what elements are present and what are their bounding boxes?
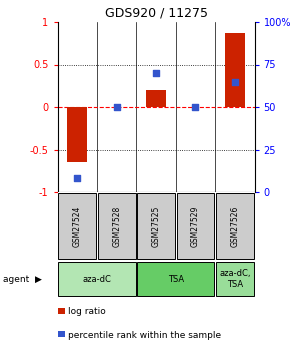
FancyBboxPatch shape (58, 193, 96, 259)
Text: aza-dC: aza-dC (82, 275, 112, 284)
Text: GSM27525: GSM27525 (152, 205, 161, 247)
Text: GSM27526: GSM27526 (230, 205, 239, 247)
Text: TSA: TSA (168, 275, 184, 284)
Text: aza-dC,
TSA: aza-dC, TSA (219, 269, 251, 289)
Text: agent  ▶: agent ▶ (3, 275, 42, 284)
Title: GDS920 / 11275: GDS920 / 11275 (105, 7, 208, 19)
FancyBboxPatch shape (98, 193, 135, 259)
FancyBboxPatch shape (216, 193, 254, 259)
FancyBboxPatch shape (216, 262, 254, 296)
Point (114, 104, 119, 110)
Bar (146, 90, 166, 107)
Bar (67, 107, 87, 162)
FancyBboxPatch shape (58, 262, 135, 296)
Point (193, 104, 198, 110)
FancyBboxPatch shape (137, 193, 175, 259)
FancyBboxPatch shape (177, 193, 214, 259)
Bar (225, 33, 245, 107)
Text: percentile rank within the sample: percentile rank within the sample (68, 331, 221, 339)
Point (232, 79, 237, 84)
Text: log ratio: log ratio (68, 307, 106, 316)
Text: GSM27524: GSM27524 (73, 205, 82, 247)
Text: GSM27529: GSM27529 (191, 205, 200, 247)
Text: GSM27528: GSM27528 (112, 205, 121, 247)
Point (154, 70, 158, 76)
FancyBboxPatch shape (137, 262, 214, 296)
Point (75, 176, 80, 181)
